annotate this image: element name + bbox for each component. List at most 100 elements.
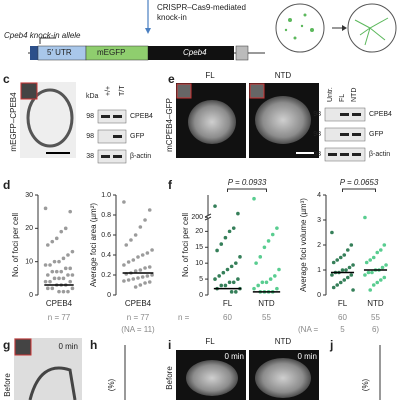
point [46, 243, 50, 247]
point [61, 289, 66, 294]
cell [28, 366, 77, 400]
point [340, 268, 345, 272]
point [70, 273, 75, 277]
y-tick-label: 0 [107, 292, 111, 299]
point [277, 267, 281, 272]
text: FL [205, 337, 215, 346]
point [384, 263, 388, 267]
y-tick-label: 4 [317, 192, 321, 199]
band [340, 153, 349, 156]
y-axis-label: No. of foci per cell [11, 213, 20, 277]
point [371, 283, 376, 287]
point [143, 281, 147, 285]
panel-label: e [168, 72, 175, 86]
point [238, 255, 242, 259]
band-label: CPEB4 [369, 111, 392, 118]
point [147, 208, 152, 212]
point [147, 280, 152, 284]
text: (%) [107, 378, 116, 391]
point [330, 273, 334, 277]
point [68, 279, 72, 284]
panel-label: h [90, 338, 97, 352]
cell-diagram [275, 3, 325, 53]
band [328, 153, 337, 156]
point [366, 270, 371, 275]
point [217, 274, 221, 278]
point [342, 253, 347, 257]
point [363, 215, 367, 220]
point [66, 253, 70, 257]
point [63, 266, 68, 271]
point [59, 269, 64, 274]
blot [97, 149, 127, 164]
point [229, 290, 234, 294]
point [43, 279, 48, 284]
point [351, 288, 355, 292]
point [143, 218, 147, 222]
point [54, 236, 59, 241]
mw-label: 98 [313, 111, 321, 118]
point [221, 270, 226, 275]
na-label: (NA = 11) [121, 325, 155, 334]
p-value: P = 0.0653 [340, 178, 379, 187]
point [378, 278, 383, 282]
axis-break [204, 213, 212, 221]
text: Untr. [327, 87, 334, 102]
point [225, 267, 230, 272]
arrow-head [145, 28, 151, 34]
mw-label: 38 [86, 153, 94, 160]
text: 0 min [297, 352, 317, 361]
text: 0 min [58, 342, 78, 351]
point [258, 255, 263, 259]
point [382, 243, 387, 247]
y-axis-label: No. of foci per cell [181, 213, 190, 277]
x-tick-label: FL [223, 299, 233, 308]
point [219, 242, 224, 246]
point [338, 280, 343, 285]
p-value: P = 0.0933 [228, 178, 267, 187]
text: NTD [275, 337, 292, 346]
point [54, 269, 59, 274]
point [380, 265, 385, 270]
point [140, 275, 145, 279]
point [126, 278, 131, 282]
point [268, 277, 273, 281]
y-axis-label: Average foci area (µm²) [89, 203, 98, 287]
point [345, 248, 350, 252]
text: n = [178, 313, 190, 322]
point [61, 256, 66, 261]
point [145, 274, 150, 278]
point [262, 245, 267, 250]
point [213, 277, 217, 281]
panel-label: c [3, 72, 10, 86]
x-tick-label: FL [338, 299, 348, 308]
inset [20, 82, 38, 100]
point [236, 277, 240, 281]
point [331, 260, 336, 265]
text: mEGFP–CPEB4 [9, 92, 18, 152]
point [150, 273, 154, 277]
point [338, 255, 343, 260]
text: 0 min [224, 352, 244, 361]
point [234, 261, 238, 265]
y-tick-label: 5 [199, 276, 203, 283]
text: knock-in [157, 13, 187, 22]
point [227, 229, 232, 234]
point [133, 233, 138, 237]
point [223, 283, 228, 288]
point [252, 196, 256, 201]
cell [188, 100, 236, 144]
point [68, 209, 72, 214]
y-tick-label: 30 [25, 192, 33, 199]
point [126, 260, 131, 264]
band [101, 115, 110, 118]
text: FL [205, 71, 215, 80]
point [254, 261, 258, 265]
point [57, 276, 61, 281]
point [50, 269, 55, 274]
network [354, 17, 389, 46]
mw-label: 98 [86, 113, 94, 120]
point [349, 243, 354, 247]
cell-diagram [347, 3, 397, 53]
